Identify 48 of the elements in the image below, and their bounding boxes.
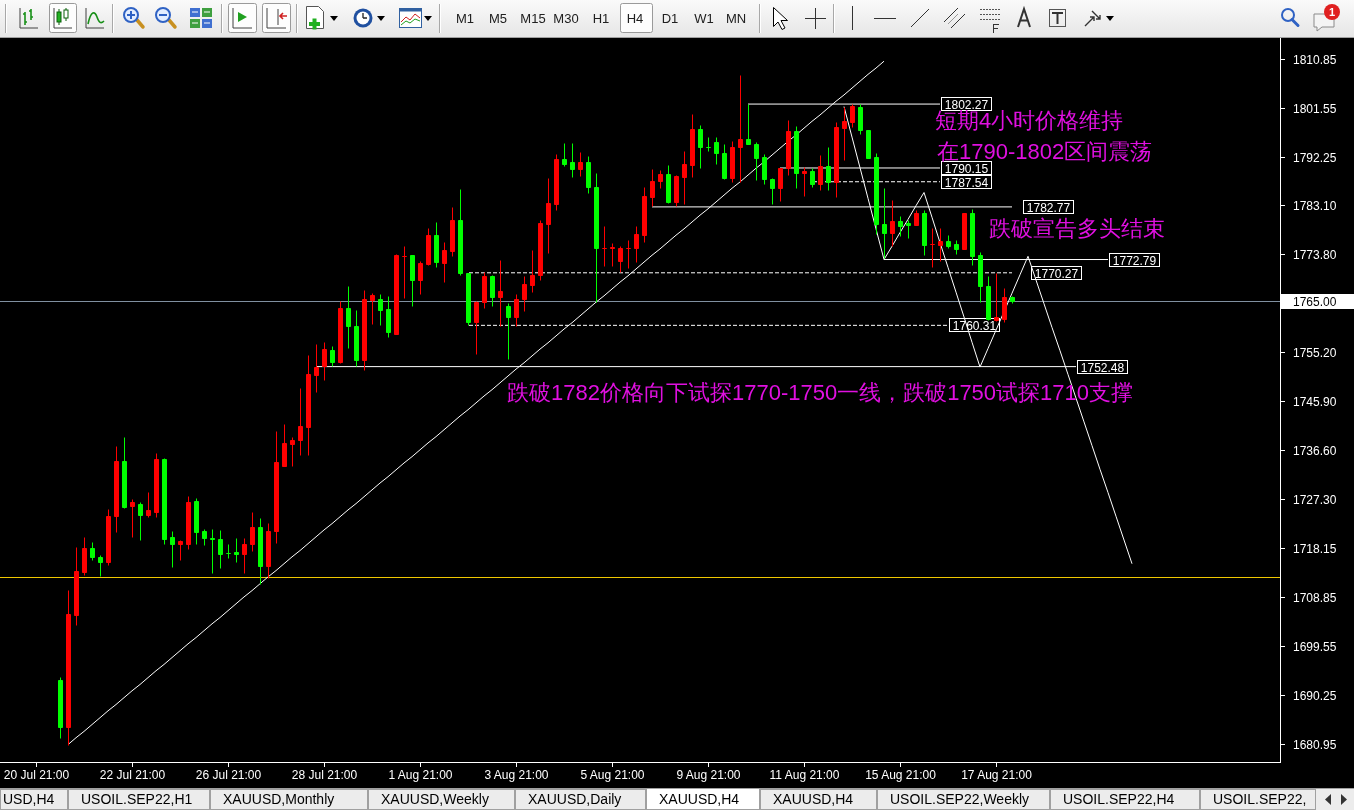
x-tick-label: 11 Aug 21:00 xyxy=(769,768,840,782)
x-tick-label: 1 Aug 21:00 xyxy=(388,768,453,782)
y-tick-label: 1801.55 xyxy=(1293,101,1337,116)
y-tick-label: 1755.20 xyxy=(1293,345,1337,360)
ref-line-label: 1765.00 xyxy=(1293,294,1337,309)
x-tick-label: 26 Jul 21:00 xyxy=(195,768,262,782)
text: XAUUSD,H4 xyxy=(659,791,740,807)
text: M1 xyxy=(455,11,475,26)
annotation: 跌破宣告多头结束 xyxy=(989,215,1165,241)
y-tick-label: 1792.25 xyxy=(1293,150,1337,165)
x-tick-label: 3 Aug 21:00 xyxy=(484,768,549,782)
x-tick-label: 5 Aug 21:00 xyxy=(580,768,645,782)
text: XAUUSD,H4 xyxy=(773,791,854,807)
text: XAUUSD,Weekly xyxy=(381,791,489,807)
text: M30 xyxy=(553,11,579,26)
x-tick-label: 20 Jul 21:00 xyxy=(3,768,70,782)
text: USOIL.SEP22,Weekly xyxy=(890,791,1030,807)
text: MN xyxy=(725,11,747,26)
y-tick-label: 1745.90 xyxy=(1293,394,1337,409)
text: M15 xyxy=(520,11,546,26)
x-tick-label: 15 Aug 21:00 xyxy=(865,768,937,782)
y-tick-label: 1773.80 xyxy=(1293,247,1337,262)
text: XAUUSD,Daily xyxy=(528,791,622,807)
x-tick-label: 17 Aug 21:00 xyxy=(961,768,1033,782)
y-tick-label: 1708.85 xyxy=(1293,590,1337,605)
text: XAUUSD,Monthly xyxy=(223,791,335,807)
text: H1 xyxy=(592,11,610,26)
x-tick-label: 22 Jul 21:00 xyxy=(99,768,166,782)
text: USOIL.SEP22,H4 xyxy=(1063,791,1175,807)
y-tick-label: 1718.15 xyxy=(1293,541,1337,556)
text: 1 xyxy=(1328,6,1336,18)
text: H4 xyxy=(626,11,644,26)
y-tick-label: 1699.55 xyxy=(1293,639,1337,654)
x-tick-label: 9 Aug 21:00 xyxy=(676,768,741,782)
y-tick-label: 1727.30 xyxy=(1293,492,1337,507)
y-tick-label: 1736.60 xyxy=(1293,443,1337,458)
text: M5 xyxy=(488,11,508,26)
text: USD,H4 xyxy=(3,791,55,807)
text: W1 xyxy=(694,11,714,26)
y-tick-label: 1810.85 xyxy=(1293,52,1337,67)
y-tick-label: 1680.95 xyxy=(1293,737,1337,752)
annotation: 在1790-1802区间震荡 xyxy=(937,138,1153,164)
x-tick-label: 28 Jul 21:00 xyxy=(291,768,358,782)
text: USOIL.SEP22,H1 xyxy=(81,791,193,807)
text: D1 xyxy=(661,11,679,26)
text: USOIL.SEP22, xyxy=(1213,791,1307,807)
y-tick-label: 1783.10 xyxy=(1293,198,1337,213)
y-tick-label: 1690.25 xyxy=(1293,688,1337,703)
